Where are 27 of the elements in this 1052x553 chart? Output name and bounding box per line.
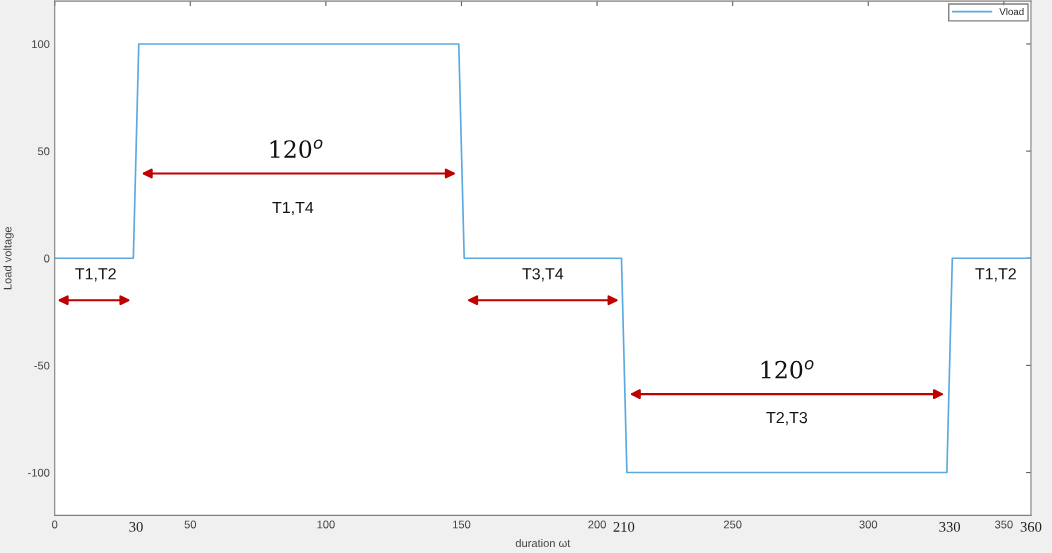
- y-tick-label: 100: [32, 40, 50, 49]
- x-axis-title: duration ωt: [515, 538, 571, 548]
- x-tick-label: 350: [995, 520, 1013, 529]
- annotation: 120$^{o}$: [270, 139, 323, 159]
- y-tick-label: 50: [37, 147, 50, 156]
- x-tick-label: 200: [588, 520, 606, 529]
- text: 330: [939, 521, 961, 532]
- legend-label: Vload: [999, 7, 1024, 16]
- x-tick-label: 300: [859, 520, 878, 529]
- text: 360: [1020, 521, 1042, 532]
- x-tick-label: 150: [453, 520, 471, 529]
- annotation: T1,T4: [272, 202, 314, 216]
- y-axis-title: Load voltage: [3, 226, 14, 290]
- x-tick-label: 100: [317, 520, 335, 529]
- annotation: T1,T2: [975, 268, 1016, 282]
- annotation: T2,T3: [766, 411, 808, 426]
- y-tick-label: -100: [28, 468, 50, 477]
- x-tick-label: 250: [723, 520, 742, 529]
- annotation: 120$^{o}$: [761, 360, 814, 379]
- y-tick-label: 0: [44, 254, 50, 263]
- x-tick-label: 0: [52, 520, 58, 529]
- annotation: T3,T4: [522, 268, 564, 282]
- y-tick-label: -50: [34, 361, 50, 370]
- annotation: T1,T2: [75, 268, 116, 282]
- x-tick-label: 50: [184, 520, 197, 529]
- text: 210: [613, 521, 635, 532]
- text: 30: [129, 521, 143, 532]
